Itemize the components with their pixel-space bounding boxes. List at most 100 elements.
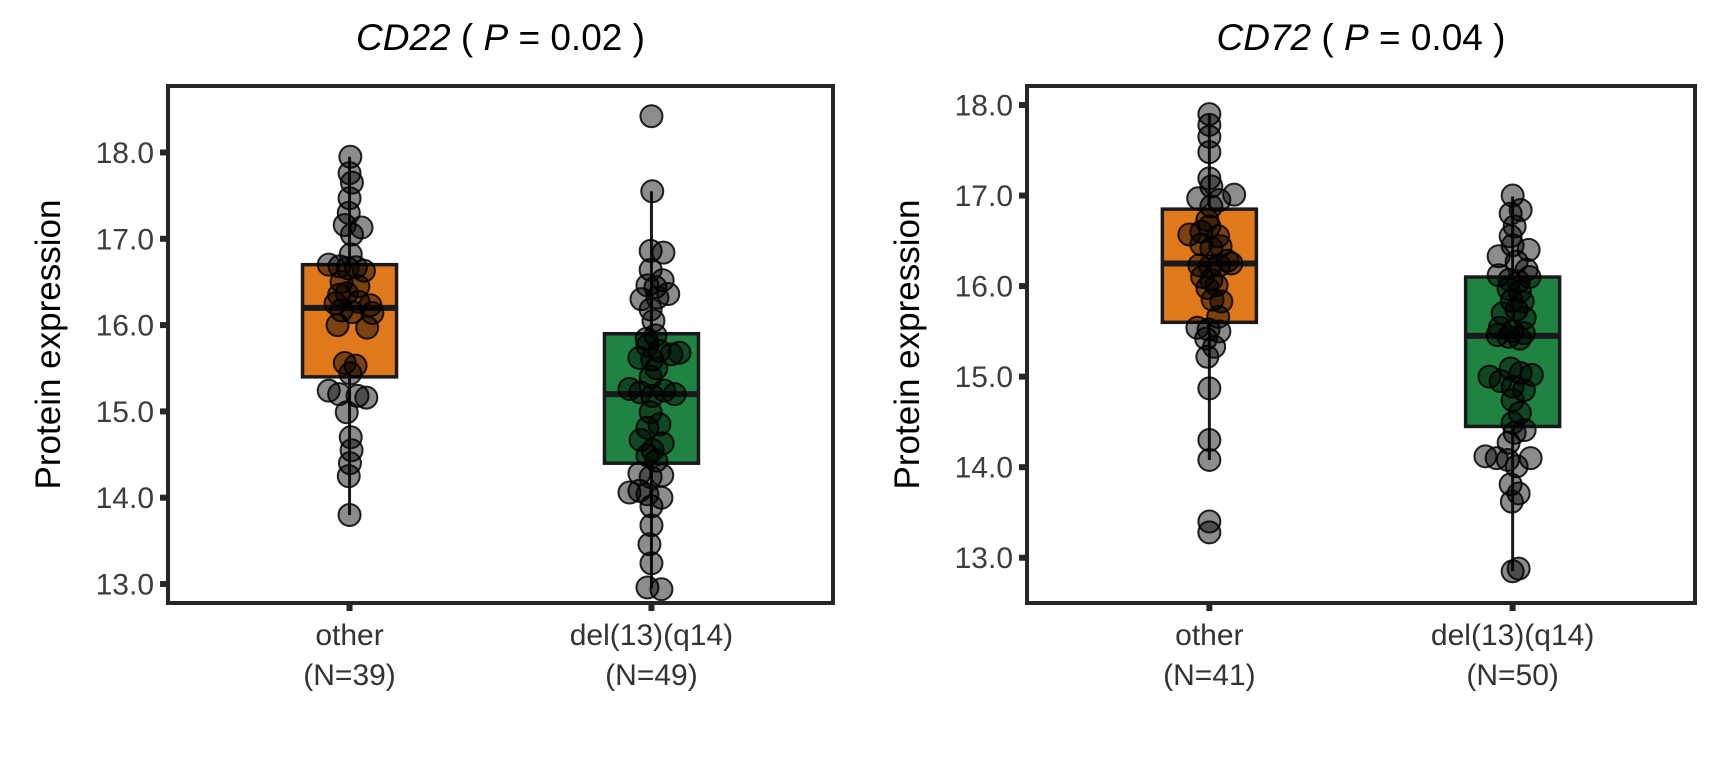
data-point [662, 382, 687, 407]
data-point [639, 104, 664, 129]
group-n-label: (N=49) [605, 659, 698, 692]
data-point [1197, 140, 1222, 165]
equals-sign: = [1369, 17, 1411, 58]
data-point [345, 383, 370, 408]
data-point [651, 240, 676, 265]
data-point [639, 513, 664, 538]
data-point [1199, 194, 1224, 219]
data-point [1207, 319, 1232, 344]
y-tick-label: 13.0 [955, 542, 1013, 575]
y-axis-ticks: 13.0 14.0 15.0 16.0 17.0 18.0 [96, 137, 168, 602]
panel-title-cd72: CD72 ( P = 0.04 ) [1217, 17, 1506, 58]
paren-open: ( [1311, 17, 1344, 58]
plot-area [300, 104, 701, 602]
data-point [649, 577, 674, 602]
boxplot-group-del(13)(q14) [1463, 183, 1562, 584]
data-point [1208, 234, 1233, 259]
data-point [1197, 428, 1222, 453]
y-tick-label: 17.0 [96, 223, 154, 256]
boxplot-group-other [1160, 102, 1259, 545]
panel-border [166, 84, 835, 605]
data-point [650, 463, 675, 488]
data-point [1498, 224, 1523, 249]
y-axis-title: Protein expression [29, 200, 68, 490]
data-point [656, 282, 681, 307]
y-tick-label: 14.0 [955, 452, 1013, 485]
data-point [1197, 447, 1222, 472]
group-label: other [1175, 619, 1243, 652]
data-point [1500, 183, 1525, 208]
data-point [354, 385, 379, 410]
y-axis-title: Protein expression [888, 200, 927, 490]
data-point [635, 415, 660, 440]
data-point [338, 361, 363, 386]
data-point [667, 340, 692, 365]
data-point [1506, 556, 1531, 581]
p-symbol: P [1344, 17, 1369, 58]
data-point [338, 425, 363, 450]
data-point [1486, 244, 1511, 269]
p-value: 0.02 [550, 17, 622, 58]
group-n-label: (N=39) [303, 659, 396, 692]
data-point [360, 300, 385, 325]
data-point [1499, 489, 1524, 514]
data-point [337, 161, 362, 186]
x-axis-labels: other (N=41) del(13)(q14) (N=50) [1163, 603, 1594, 692]
data-point [1507, 326, 1532, 351]
paren-open: ( [451, 17, 484, 58]
data-point [1504, 454, 1529, 479]
panel-border [1025, 84, 1697, 605]
data-point [659, 342, 684, 367]
panel-cd72: CD72 ( P = 0.04 ) Protein expression 13.… [888, 17, 1697, 692]
paren-close: ) [622, 17, 645, 58]
group-label: del(13)(q14) [570, 619, 733, 652]
equals-sign: = [508, 17, 550, 58]
data-point [639, 551, 664, 576]
data-point [635, 333, 660, 358]
data-point [1512, 418, 1537, 443]
data-point [339, 222, 364, 247]
boxplot-group-del(13)(q14) [602, 104, 701, 602]
y-tick-label: 18.0 [955, 90, 1013, 123]
y-tick-label: 14.0 [96, 482, 154, 515]
data-point [1195, 344, 1220, 369]
plot-area [1160, 102, 1562, 584]
y-tick-label: 15.0 [96, 396, 154, 429]
data-point [337, 502, 362, 527]
y-tick-label: 15.0 [955, 361, 1013, 394]
gene-name: CD72 [1217, 17, 1312, 58]
p-value: 0.04 [1411, 17, 1483, 58]
data-point [1518, 446, 1543, 471]
y-axis-ticks: 13.0 14.0 15.0 16.0 17.0 18.0 [955, 90, 1027, 575]
data-point [325, 313, 350, 338]
data-point [1222, 182, 1247, 207]
p-symbol: P [484, 17, 509, 58]
data-point [1197, 520, 1222, 545]
panel-cd22: CD22 ( P = 0.02 ) Protein expression 13.… [29, 17, 835, 692]
data-point [1197, 376, 1222, 401]
gene-name: CD22 [356, 17, 451, 58]
data-point [1197, 166, 1222, 191]
y-tick-label: 16.0 [96, 310, 154, 343]
panel-title-cd22: CD22 ( P = 0.02 ) [356, 17, 645, 58]
group-label: other [315, 619, 383, 652]
data-point [639, 494, 664, 519]
paren-close: ) [1483, 17, 1506, 58]
boxplot-group-other [300, 144, 399, 527]
y-tick-label: 18.0 [96, 137, 154, 170]
group-n-label: (N=50) [1466, 659, 1559, 692]
data-point [336, 464, 361, 489]
y-tick-label: 13.0 [96, 569, 154, 602]
group-n-label: (N=41) [1163, 659, 1256, 692]
group-label: del(13)(q14) [1431, 619, 1594, 652]
y-tick-label: 17.0 [955, 180, 1013, 213]
data-point [334, 400, 359, 425]
data-point [1207, 253, 1232, 278]
data-point [637, 532, 662, 557]
data-point [1488, 369, 1513, 394]
x-axis-labels: other (N=39) del(13)(q14) (N=49) [303, 603, 733, 692]
data-point [1219, 251, 1244, 276]
data-point [1498, 472, 1523, 497]
